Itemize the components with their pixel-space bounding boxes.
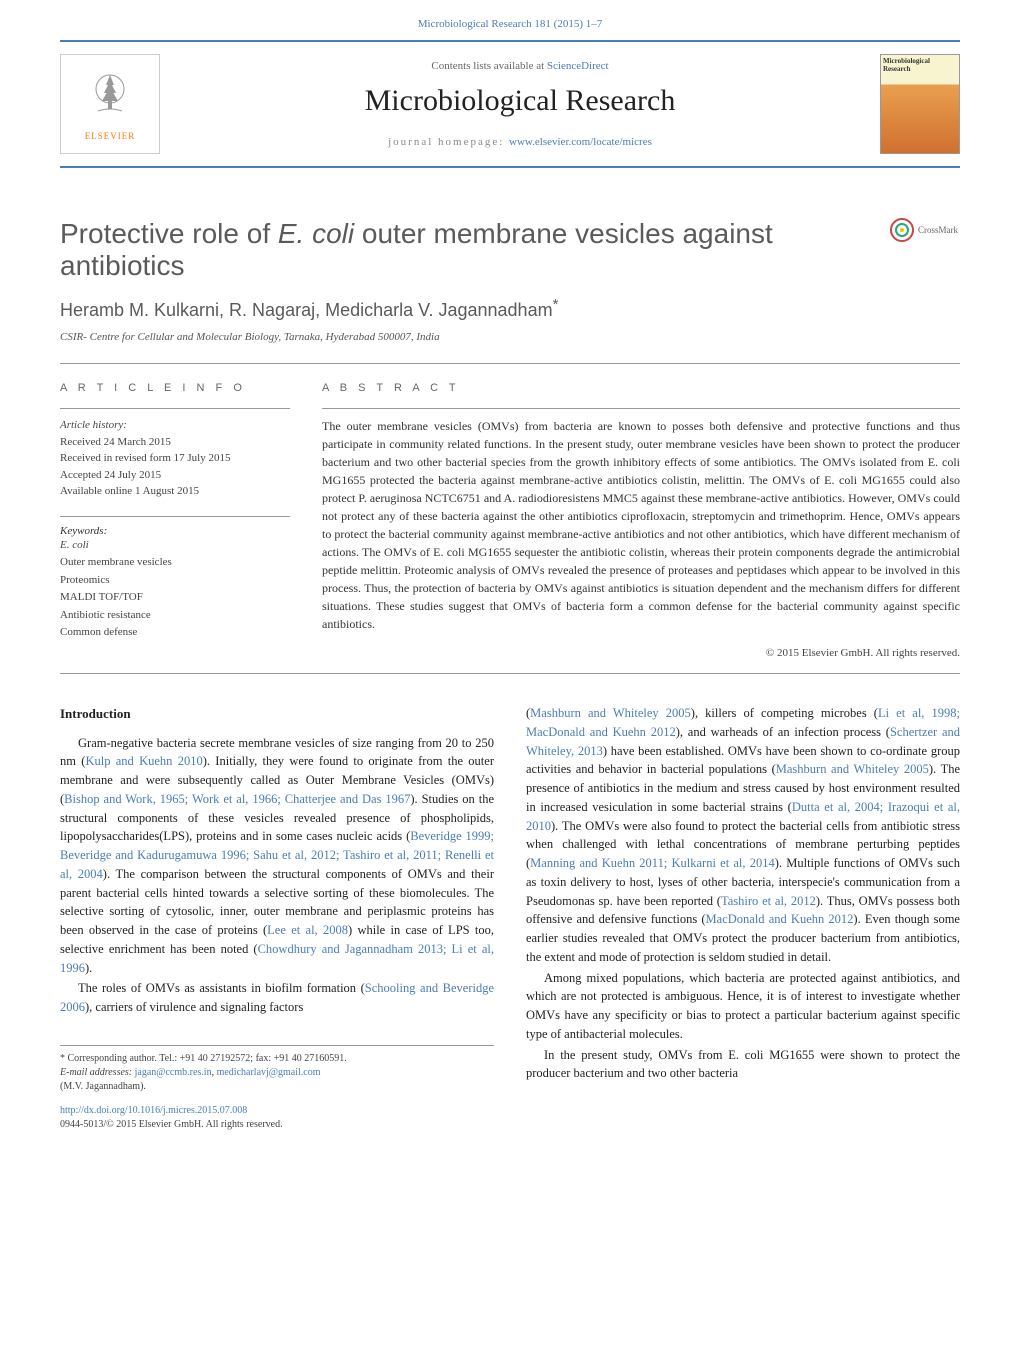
author-list: Heramb M. Kulkarni, R. Nagaraj, Medichar…	[60, 300, 553, 320]
citation-link[interactable]: Mashburn and Whiteley 2005	[776, 762, 929, 776]
title-pre: Protective role of	[60, 218, 278, 249]
divider	[322, 408, 960, 409]
text: ).	[85, 961, 92, 975]
sciencedirect-link[interactable]: ScienceDirect	[547, 60, 609, 72]
crossmark-badge[interactable]: CrossMark	[890, 218, 960, 242]
abstract-text: The outer membrane vesicles (OMVs) from …	[322, 417, 960, 633]
text: The roles of OMVs as assistants in biofi…	[78, 981, 365, 995]
divider	[60, 673, 960, 674]
corresponding-author-note: * Corresponding author. Tel.: +91 40 271…	[60, 1052, 494, 1066]
paragraph: The roles of OMVs as assistants in biofi…	[60, 979, 494, 1017]
keywords-label: Keywords:	[60, 525, 290, 537]
email-link[interactable]: medicharlavj@gmail.com	[217, 1067, 321, 1078]
article-info-column: a r t i c l e i n f o Article history: R…	[60, 382, 290, 659]
email-label: E-mail addresses:	[60, 1067, 135, 1078]
article-info-heading: a r t i c l e i n f o	[60, 382, 290, 394]
keyword: Antibiotic resistance	[60, 607, 290, 625]
citation-link[interactable]: Tashiro et al, 2012	[721, 894, 816, 908]
contents-line: Contents lists available at ScienceDirec…	[176, 60, 864, 72]
history-label: Article history:	[60, 417, 290, 434]
divider	[60, 516, 290, 517]
elsevier-label: ELSEVIER	[85, 131, 136, 141]
corresponding-mark: *	[553, 296, 559, 313]
abstract-column: a b s t r a c t The outer membrane vesic…	[322, 382, 960, 659]
citation-link[interactable]: Bishop and Work, 1965; Work et al, 1966;…	[64, 792, 410, 806]
body-columns: Introduction Gram-negative bacteria secr…	[60, 704, 960, 1132]
divider	[60, 363, 960, 364]
citation-link[interactable]: Lee et al, 2008	[267, 923, 348, 937]
article-history: Article history: Received 24 March 2015 …	[60, 417, 290, 500]
abstract-heading: a b s t r a c t	[322, 382, 960, 394]
bottom-identifiers: http://dx.doi.org/10.1016/j.micres.2015.…	[60, 1104, 494, 1132]
divider	[60, 408, 290, 409]
article-title: Protective role of E. coli outer membran…	[60, 218, 890, 282]
crossmark-icon	[890, 218, 914, 242]
title-species: E. coli	[278, 218, 354, 249]
email-link[interactable]: jagan@ccmb.res.in	[135, 1067, 212, 1078]
journal-ref-link[interactable]: Microbiological Research 181 (2015) 1–7	[418, 18, 603, 30]
paragraph: In the present study, OMVs from E. coli …	[526, 1046, 960, 1084]
footnotes: * Corresponding author. Tel.: +91 40 271…	[60, 1045, 494, 1094]
accepted-date: Accepted 24 July 2015	[60, 467, 290, 484]
online-date: Available online 1 August 2015	[60, 483, 290, 500]
keyword: MALDI TOF/TOF	[60, 589, 290, 607]
received-date: Received 24 March 2015	[60, 434, 290, 451]
abstract-copyright: © 2015 Elsevier GmbH. All rights reserve…	[322, 647, 960, 659]
paragraph: (Mashburn and Whiteley 2005), killers of…	[526, 704, 960, 967]
email-owner: (M.V. Jagannadham).	[60, 1080, 494, 1094]
issn-copyright: 0944-5013/© 2015 Elsevier GmbH. All righ…	[60, 1118, 494, 1132]
citation-link[interactable]: Mashburn and Whiteley 2005	[530, 706, 691, 720]
cover-thumb-title: Microbiological Research	[883, 57, 957, 73]
right-column: (Mashburn and Whiteley 2005), killers of…	[526, 704, 960, 1132]
keyword: Common defense	[60, 624, 290, 642]
text: ), killers of competing microbes (	[691, 706, 878, 720]
keyword: Proteomics	[60, 572, 290, 590]
elsevier-tree-icon	[80, 67, 140, 127]
homepage-line: journal homepage: www.elsevier.com/locat…	[176, 136, 864, 148]
header-banner: ELSEVIER Contents lists available at Sci…	[60, 40, 960, 168]
section-heading-introduction: Introduction	[60, 704, 494, 724]
citation-link[interactable]: Manning and Kuehn 2011; Kulkarni et al, …	[530, 856, 775, 870]
crossmark-label: CrossMark	[918, 225, 958, 235]
affiliation: CSIR- Centre for Cellular and Molecular …	[60, 331, 960, 343]
keyword: Outer membrane vesicles	[60, 554, 290, 572]
homepage-link[interactable]: www.elsevier.com/locate/micres	[509, 136, 652, 148]
homepage-prefix: journal homepage:	[388, 136, 509, 148]
keywords-list: E. coli Outer membrane vesicles Proteomi…	[60, 537, 290, 643]
left-column: Introduction Gram-negative bacteria secr…	[60, 704, 494, 1132]
text: ), and warheads of an infection process …	[676, 725, 890, 739]
contents-prefix: Contents lists available at	[431, 60, 546, 72]
email-line: E-mail addresses: jagan@ccmb.res.in, med…	[60, 1066, 494, 1080]
doi-link[interactable]: http://dx.doi.org/10.1016/j.micres.2015.…	[60, 1105, 247, 1116]
authors: Heramb M. Kulkarni, R. Nagaraj, Medichar…	[60, 296, 960, 321]
journal-title: Microbiological Research	[176, 84, 864, 118]
citation-link[interactable]: Kulp and Kuehn 2010	[85, 754, 202, 768]
citation-link[interactable]: MacDonald and Kuehn 2012	[706, 912, 854, 926]
journal-reference: Microbiological Research 181 (2015) 1–7	[60, 0, 960, 40]
elsevier-logo: ELSEVIER	[60, 54, 160, 154]
header-center: Contents lists available at ScienceDirec…	[176, 60, 864, 148]
paragraph: Gram-negative bacteria secrete membrane …	[60, 734, 494, 978]
paragraph: Among mixed populations, which bacteria …	[526, 969, 960, 1044]
revised-date: Received in revised form 17 July 2015	[60, 450, 290, 467]
keyword: E. coli	[60, 537, 290, 555]
text: ), carriers of virulence and signaling f…	[85, 1000, 303, 1014]
journal-cover-thumb: Microbiological Research	[880, 54, 960, 154]
